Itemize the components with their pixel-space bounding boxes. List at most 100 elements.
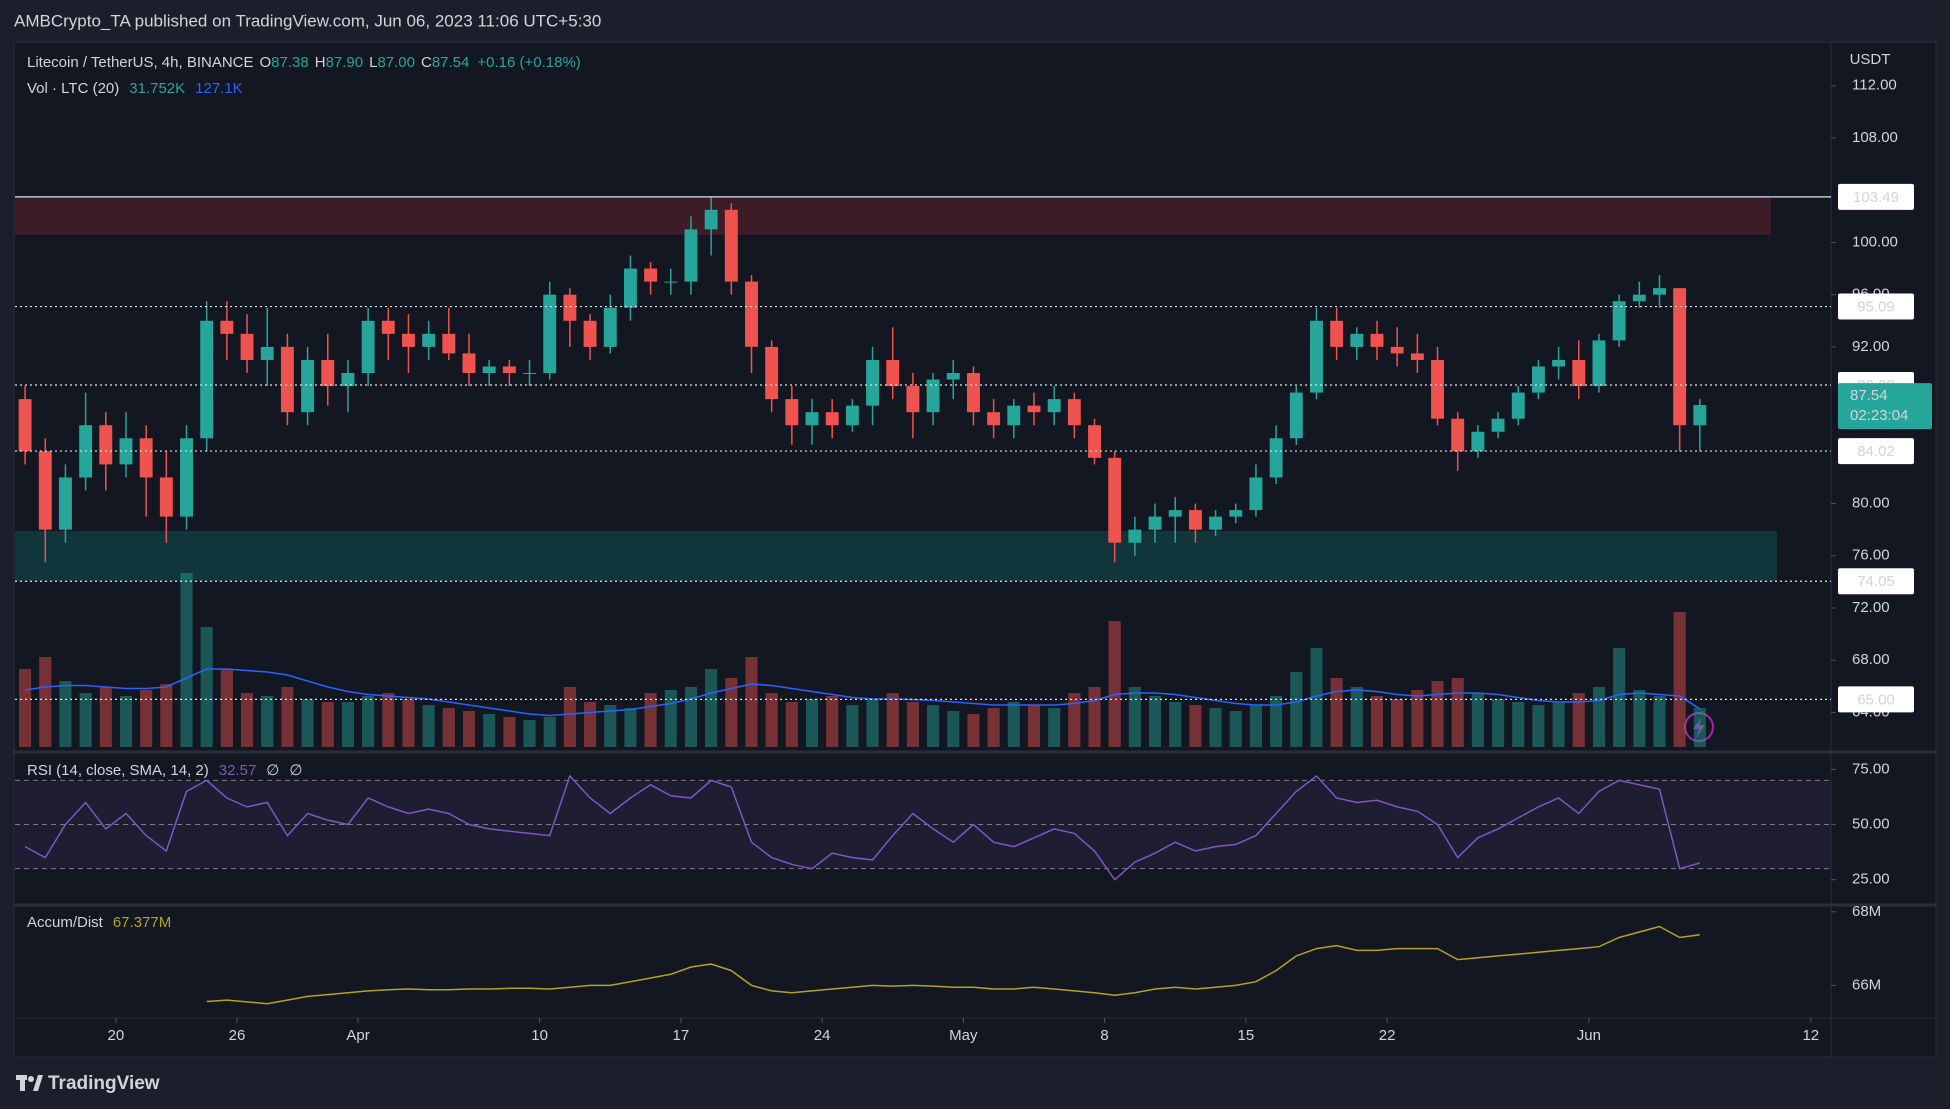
indicator-line [206, 925, 1700, 1005]
candle-body [987, 412, 1001, 426]
candle-body [1451, 418, 1465, 452]
volume-bar [99, 687, 112, 747]
candle-body [1693, 405, 1707, 426]
legend: RSI (14, close, SMA, 14, 2) 32.57 ∅ ∅ [27, 762, 302, 779]
volume-bar [1673, 612, 1686, 747]
legend-item: Accum/Dist [27, 914, 104, 931]
volume-bar [1633, 690, 1646, 747]
candle-body [1511, 392, 1525, 419]
candle-body [704, 209, 718, 230]
candle-body [765, 346, 779, 400]
volume-bar [927, 705, 940, 747]
y-tick-label: 100.00 [1852, 233, 1898, 250]
volume-bar [462, 711, 476, 747]
candle-body [1027, 405, 1041, 413]
candle-body [462, 353, 476, 373]
volume-bar [362, 696, 375, 747]
legend-item: RSI (14, close, SMA, 14, 2) [27, 762, 209, 779]
last-price-badge [1838, 383, 1932, 430]
candle-body [1612, 301, 1626, 341]
footer-logo-icon [16, 1075, 43, 1091]
volume-bar [1007, 702, 1020, 747]
legend: Litecoin / TetherUS, 4h, BINANCE O87.38 H8… [27, 54, 581, 71]
candle-body [1229, 510, 1243, 517]
volume-bar [1512, 702, 1525, 747]
candle-body [301, 359, 315, 413]
countdown-label: 02:23:04 [1850, 407, 1908, 424]
volume-bar [644, 693, 657, 747]
candle-body [1330, 320, 1344, 347]
volume-bar [826, 696, 839, 747]
x-tick-label: 8 [1100, 1027, 1108, 1044]
candle-body [805, 412, 819, 426]
x-tick-label: 20 [108, 1027, 125, 1044]
candle-body [926, 379, 940, 413]
volume-bar [382, 693, 395, 747]
volume-bar [119, 696, 133, 747]
volume-bar [1693, 708, 1706, 747]
candle-body [159, 477, 173, 517]
volume-bar [301, 699, 314, 747]
volume-bar [987, 708, 1000, 747]
x-tick-label: Apr [346, 1027, 369, 1044]
volume-bar [1451, 678, 1464, 747]
y-tick-label: 25.00 [1852, 871, 1890, 888]
volume-bar [543, 717, 556, 747]
candle-body [1209, 516, 1223, 530]
level-badge [1838, 293, 1914, 320]
candle-body [38, 451, 52, 530]
last-price-label: 87.54 [1850, 387, 1888, 404]
volume-bar [584, 702, 597, 747]
level-label: 84.02 [1857, 443, 1895, 460]
volume-bar [1027, 705, 1041, 747]
volume-bar [765, 693, 778, 747]
volume-bar [1431, 681, 1444, 747]
legend-item: 31.752K [129, 80, 185, 97]
candle-body [1390, 346, 1404, 354]
level-badge [1838, 568, 1914, 595]
volume-bar [886, 693, 899, 747]
candle-body [1310, 320, 1323, 393]
x-tick-label: 10 [531, 1027, 548, 1044]
volume-bar [664, 690, 677, 747]
level-badge [1838, 438, 1914, 465]
candle-body [1249, 477, 1263, 511]
candle-body [1471, 431, 1485, 452]
candle-body [1289, 392, 1303, 439]
candle-body [603, 307, 617, 347]
candle-body [644, 268, 658, 282]
candle-body [1552, 359, 1566, 367]
candle-body [1592, 340, 1606, 387]
candle-body [361, 320, 375, 373]
volume-ma-line [24, 668, 1701, 717]
candle-body [623, 268, 637, 308]
legend-item: Litecoin / TetherUS, 4h, BINANCE [27, 54, 254, 71]
volume-bar [140, 690, 153, 747]
candle-body [139, 438, 153, 478]
volume-bar [866, 699, 879, 747]
level-label: 95.09 [1857, 299, 1895, 316]
y-tick-label: 72.00 [1852, 599, 1890, 616]
volume-bar [1128, 687, 1141, 747]
volume-bar [1189, 705, 1202, 747]
x-tick-label: Jun [1577, 1027, 1601, 1044]
volume-bar [1552, 702, 1565, 747]
candle-body [866, 359, 880, 406]
candle-body [502, 366, 516, 373]
volume-bar [725, 678, 738, 747]
volume-bar [483, 714, 496, 747]
volume-bar [947, 711, 960, 747]
volume-bar [805, 699, 819, 747]
volume-bar [1209, 708, 1222, 747]
x-tick-label: 26 [229, 1027, 246, 1044]
candle-body [1350, 333, 1364, 347]
candle-body [785, 399, 799, 426]
candle-body [1067, 399, 1081, 426]
volume-bar [1229, 711, 1242, 747]
volume-bar [19, 669, 32, 747]
alert-icon [1684, 712, 1714, 742]
volume-bar [1048, 708, 1061, 747]
candle-body [240, 333, 254, 360]
